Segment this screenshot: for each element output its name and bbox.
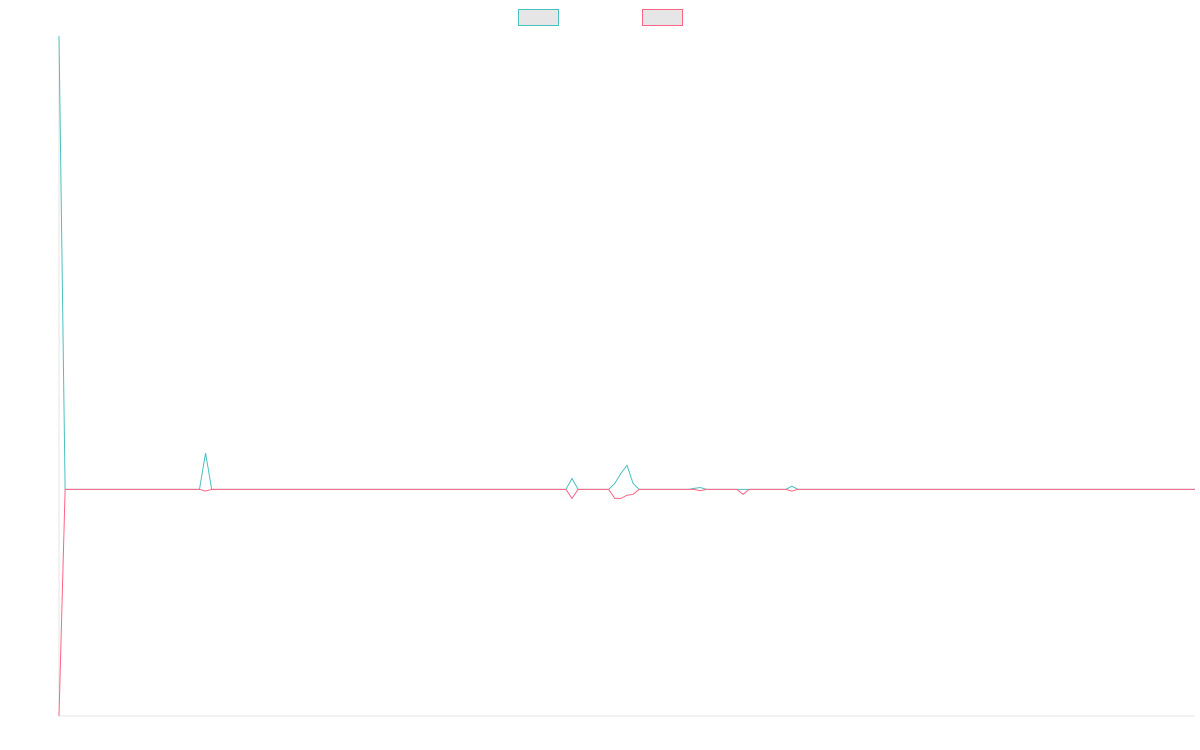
series-line [58,488,1195,717]
legend-swatch[interactable] [642,9,683,26]
series-line [58,35,1195,490]
legend-swatch[interactable] [518,9,559,26]
